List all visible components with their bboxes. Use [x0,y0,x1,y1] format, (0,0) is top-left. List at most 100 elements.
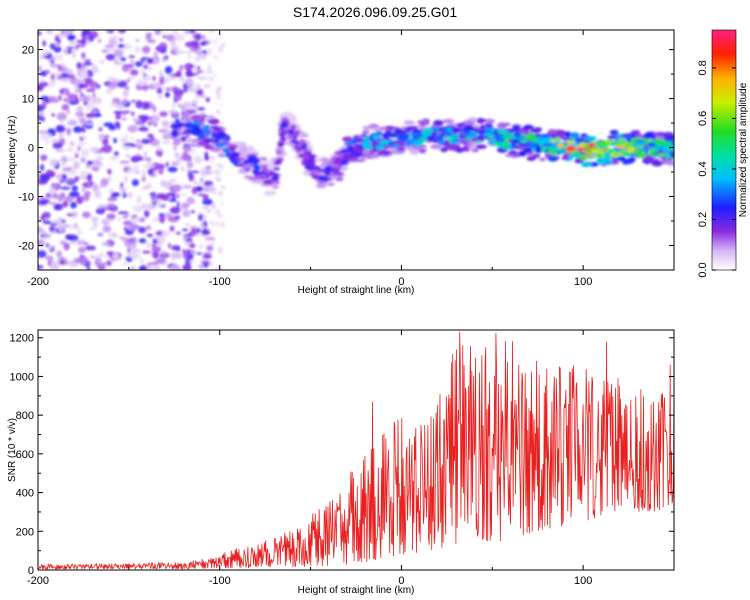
noise-blob [139,258,145,265]
noise-blob [87,183,94,189]
noise-blob [42,220,52,224]
noise-blob [130,265,136,270]
noise-blob [67,34,75,41]
noise-blob [195,72,200,76]
ridge-blob [275,158,284,162]
noise-blob [122,214,128,220]
noise-cloud [38,30,226,270]
noise-blob [166,93,170,97]
ridge-blob [557,143,564,149]
noise-blob [76,62,82,69]
noise-blob [137,115,149,119]
noise-blob [61,167,72,172]
ridge-blob [489,127,496,133]
noise-blob [121,63,130,73]
noise-blob [215,163,222,167]
ridge-blob [495,137,506,143]
y-tick-label: 1000 [10,371,34,383]
y-tick-label: 10 [22,94,34,106]
noise-blob [57,125,61,132]
ridge-blob [244,145,255,151]
noise-blob [205,97,210,103]
noise-blob [106,213,116,220]
noise-blob [202,194,209,201]
noise-blob [196,75,208,81]
noise-blob [162,133,171,140]
noise-blob [127,168,135,174]
noise-blob [216,95,221,99]
ridge-blob [304,158,311,165]
noise-blob [208,76,214,82]
noise-blob [161,121,170,128]
noise-blob [220,185,226,190]
ridge-blob [484,118,495,125]
noise-blob [139,69,145,75]
noise-blob [195,228,201,233]
noise-blob [102,135,110,139]
noise-blob [93,97,102,105]
ridge-blob [204,144,214,150]
noise-blob [106,30,115,34]
ridge-blob [288,129,294,135]
ridge-blob [278,131,287,137]
noise-blob [220,224,225,228]
noise-blob [208,185,213,188]
ridge-blob [583,162,593,166]
noise-blob [169,264,181,270]
noise-blob [158,213,165,217]
noise-blob [182,87,188,93]
noise-blob [196,186,203,192]
noise-blob [217,86,222,91]
noise-blob [196,70,204,73]
noise-blob [126,154,130,158]
noise-blob [180,135,187,142]
noise-blob [158,42,168,51]
noise-blob [158,163,166,170]
ridge-blob [362,149,370,155]
noise-blob [69,191,80,198]
ridge-blob [570,132,580,138]
noise-blob [194,50,203,55]
noise-blob [61,104,70,111]
ridge-blob [318,179,325,185]
ridge-blob [605,140,612,146]
ridge-blob [253,170,262,176]
noise-blob [52,142,63,150]
ridge-blob [464,119,473,125]
noise-blob [66,110,71,114]
ridge-blob [323,169,332,174]
noise-blob [204,155,210,161]
noise-blob [170,51,178,54]
y-tick-label: 0 [28,143,34,155]
noise-blob [204,170,214,176]
noise-blob [42,211,51,219]
noise-blob [101,241,112,247]
ridge-blob [627,147,634,152]
noise-blob [162,55,166,63]
noise-blob [82,211,91,218]
y-tick-label: 0 [28,565,34,577]
noise-blob [104,207,115,211]
noise-blob [149,41,156,45]
ridge-blob [513,131,522,138]
noise-blob [165,33,170,37]
ridge-blob [198,134,205,140]
ridge-blob [511,154,522,158]
ridge-blob [554,137,561,141]
noise-blob [200,177,204,183]
noise-blob [108,83,116,90]
noise-blob [77,142,87,146]
ridge-blob [330,164,341,169]
noise-blob [159,77,165,86]
ridge-blob [609,135,618,139]
ridge-blob [282,117,289,122]
noise-blob [215,90,221,95]
noise-blob [54,41,60,48]
noise-blob [218,191,223,197]
ridge-blob [388,132,397,138]
noise-blob [51,219,61,224]
noise-blob [151,200,158,204]
ridge-blob [345,148,354,152]
noise-blob [124,133,128,142]
spectrogram-x-label: Height of straight line (km) [298,285,415,296]
